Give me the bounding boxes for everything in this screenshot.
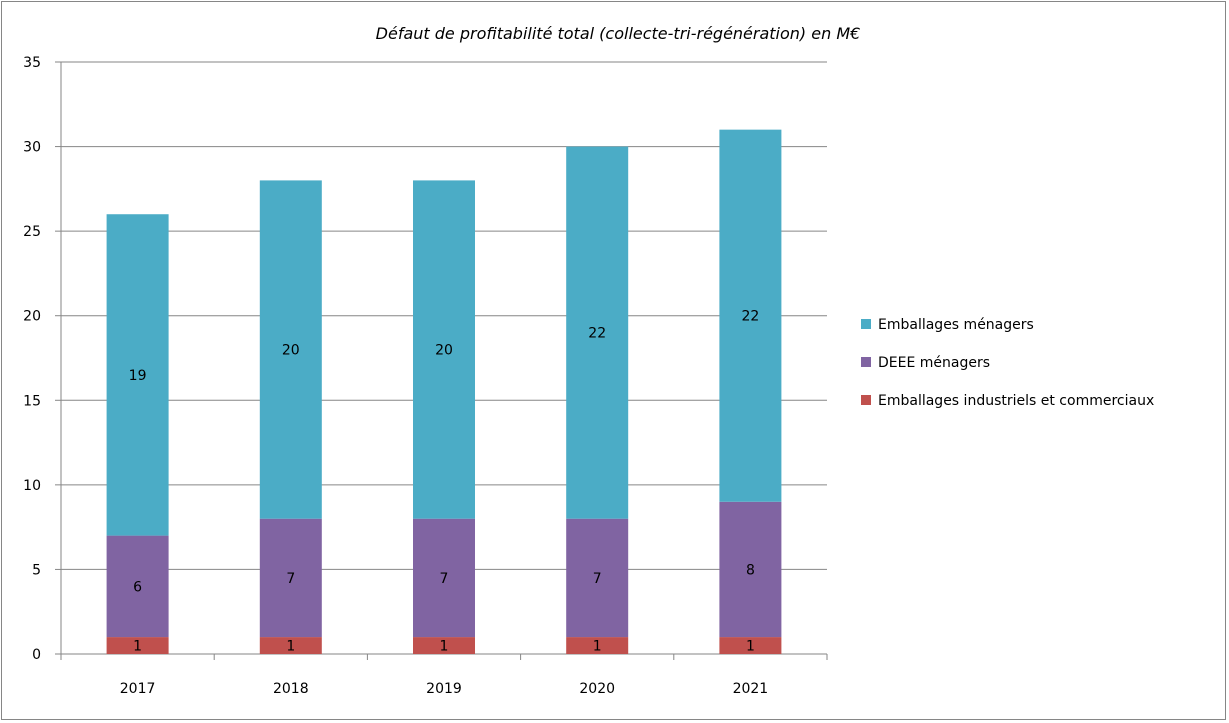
data-label: 1 (593, 639, 602, 655)
x-tick-label: 2017 (120, 681, 156, 697)
data-label: 7 (286, 571, 295, 587)
legend: Emballages ménagers DEEE ménagers Emballag… (861, 317, 1154, 409)
bar-segment (106, 637, 169, 654)
bar-segment (413, 518, 475, 638)
y-tick-label: 10 (23, 478, 41, 494)
bars: 1 6 19 1 7 20 1 7 20 1 7 22 1 8 22 (106, 129, 782, 655)
data-label: 19 (129, 368, 147, 384)
bar-segment (719, 637, 782, 654)
y-tick-label: 0 (32, 647, 41, 663)
data-label: 20 (435, 343, 453, 359)
chart-title: Défaut de profitabilité total (collecte-… (376, 24, 861, 43)
x-tick-label: 2021 (733, 681, 769, 697)
data-label: 1 (440, 639, 449, 655)
y-tick-label: 35 (23, 55, 41, 71)
legend-label: Emballages ménagers (878, 317, 1034, 333)
bar-segment (566, 518, 629, 638)
data-label: 22 (741, 309, 759, 325)
y-tick-label: 20 (23, 309, 41, 325)
bar-segment (566, 146, 629, 519)
data-label: 20 (282, 343, 300, 359)
y-tick-label: 5 (32, 562, 41, 578)
x-axis: 2017 2018 2019 2020 2021 (60, 653, 828, 697)
data-label: 6 (133, 579, 142, 595)
legend-label: Emballages industriels et commerciaux (878, 393, 1154, 409)
bar-segment (413, 180, 475, 519)
x-tick-label: 2019 (426, 681, 462, 697)
y-axis: 0 5 10 15 20 25 30 35 (23, 55, 62, 663)
bar-segment (259, 637, 322, 654)
legend-label: DEEE ménagers (878, 355, 990, 371)
data-label: 7 (593, 571, 602, 587)
data-label: 8 (746, 562, 755, 578)
data-label: 1 (286, 639, 295, 655)
legend-swatch (861, 357, 871, 367)
bar-segment (259, 518, 322, 638)
bar-segment (719, 501, 782, 638)
data-label: 1 (746, 639, 755, 655)
y-tick-label: 15 (23, 393, 41, 409)
y-tick-label: 30 (23, 140, 41, 156)
data-label: 7 (440, 571, 449, 587)
bar-segment (719, 129, 782, 502)
legend-swatch (861, 395, 871, 405)
legend-swatch (861, 319, 871, 329)
bar-segment (259, 180, 322, 519)
x-tick-label: 2018 (273, 681, 309, 697)
bar-segment (413, 637, 475, 654)
bar-segment (106, 214, 169, 536)
data-label: 22 (588, 326, 606, 342)
bar-segment (566, 637, 629, 654)
bar-segment (106, 535, 169, 638)
y-tick-label: 25 (23, 224, 41, 240)
x-tick-label: 2020 (579, 681, 615, 697)
data-label: 1 (133, 639, 142, 655)
